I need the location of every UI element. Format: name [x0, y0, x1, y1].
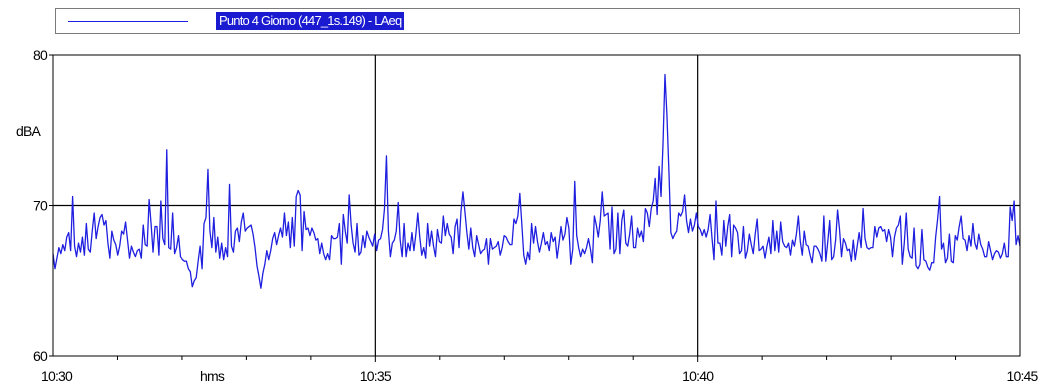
x-tick-label: 10:40 [682, 368, 714, 384]
y-tick-label: 60 [33, 348, 48, 364]
y-axis-label: dBA [16, 123, 42, 139]
x-tick-labels: 10:30 10:35 10:40 10:45 [41, 368, 1039, 384]
legend-box: Punto 4 Giorno (447_1s.149) - LAeq [55, 8, 1020, 34]
y-tick-label: 70 [33, 198, 48, 214]
x-axis-label: hms [200, 368, 225, 384]
x-minor-ticks [49, 54, 957, 362]
y-tick-labels: 60 70 80 [33, 47, 49, 364]
x-tick-label: 10:45 [1006, 368, 1038, 384]
chart-grid [53, 55, 1020, 356]
series-line-laeq [52, 73, 1021, 289]
x-tick-label: 10:30 [41, 368, 73, 384]
x-tick-label: 10:35 [360, 368, 392, 384]
legend-series-label[interactable]: Punto 4 Giorno (447_1s.149) - LAeq [216, 12, 405, 30]
y-tick-label: 80 [33, 47, 48, 63]
legend-line-swatch [68, 21, 188, 22]
